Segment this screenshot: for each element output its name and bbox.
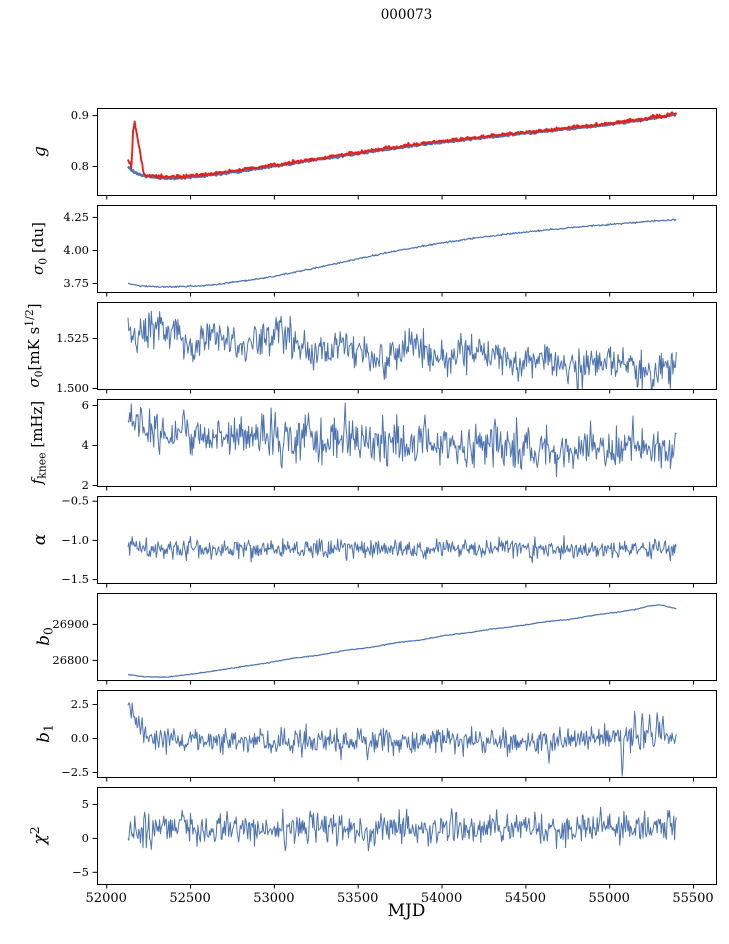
y-tick-label: 4.00: [63, 243, 89, 257]
y-axis-label-b0: b0: [34, 627, 56, 646]
axes-frame: [97, 108, 717, 196]
axes-frame: [97, 593, 717, 681]
y-tick-label: 3.75: [63, 276, 89, 290]
y-tick-label: 0.8: [71, 159, 89, 173]
y-tick-label: 26800: [52, 653, 89, 667]
subplot-sigma0-mks: 1.500 1.525 σ0[mK s1/2]: [23, 302, 717, 395]
axes-frame: [97, 302, 717, 390]
y-tick-label: 1.500: [56, 381, 89, 395]
x-tick-label: 54500: [505, 891, 546, 906]
series-sigma0-du: [127, 218, 677, 288]
x-tick-label: 55000: [589, 891, 630, 906]
axes-frame: [97, 787, 717, 885]
series-chi2: [127, 806, 677, 852]
y-tick-label: 2.5: [71, 697, 89, 711]
y-tick-label: 1.525: [56, 331, 89, 345]
x-tick-label: 54000: [421, 891, 462, 906]
y-axis-label-alpha: α: [30, 533, 50, 545]
y-tick-label: 2: [82, 478, 89, 492]
subplot-chi2: −5 0 5 52000 52500 53000 53500 54000 54500 55000 5…: [28, 787, 717, 906]
subplot-b1: −2.5 0.0 2.5 b1: [34, 690, 717, 782]
x-tick-label: 52500: [169, 891, 210, 906]
subplot-alpha: −1.5 −1.0 −0.5 α: [30, 494, 717, 588]
y-tick-label: −2.5: [61, 765, 89, 779]
y-tick-label: −5: [72, 865, 89, 879]
y-tick-label: −1.5: [61, 572, 89, 586]
subplot-fknee: 2 4 6 fknee [mHz]: [28, 398, 717, 492]
subplot-sigma0-du: 3.75 4.00 4.25 σ0 [du]: [29, 205, 717, 297]
y-tick-label: −1.0: [61, 533, 89, 547]
y-tick-label: 5: [82, 797, 89, 811]
y-tick-label: 0.9: [71, 108, 89, 122]
series-b0: [128, 604, 677, 678]
y-axis-label-g: g: [30, 146, 50, 157]
x-tick-label: 53500: [337, 891, 378, 906]
y-tick-label: 6: [82, 398, 89, 412]
axes-frame: [97, 399, 717, 487]
y-tick-label: −0.5: [61, 494, 89, 508]
y-axis-label-b1: b1: [34, 724, 56, 743]
series-b1: [127, 702, 677, 777]
y-tick-label: 4.25: [63, 210, 89, 224]
axes-frame: [97, 496, 717, 584]
figure-title: 000073: [380, 7, 433, 23]
series-fknee: [127, 402, 677, 478]
x-tick-label: 55500: [672, 891, 713, 906]
axes-frame: [97, 205, 717, 293]
y-tick-label: 26900: [52, 617, 89, 631]
y-tick-label: 4: [82, 438, 89, 452]
x-tick-label: 53000: [253, 891, 294, 906]
series-alpha: [127, 535, 677, 564]
y-tick-label: 0.0: [71, 731, 89, 745]
y-axis-label-sigma0-mks: σ0[mK s1/2]: [23, 303, 46, 387]
y-tick-label: 0: [82, 831, 89, 845]
x-axis-title: MJD: [387, 901, 426, 921]
y-axis-label-fknee: fknee [mHz]: [28, 401, 49, 486]
series-g-data-red: [127, 111, 678, 180]
axes-frame: [97, 690, 717, 778]
series-sigma0-mks: [127, 310, 677, 390]
y-axis-label-sigma0-du: σ0 [du]: [29, 222, 50, 275]
subplot-g: 0.8 0.9 g: [30, 108, 717, 200]
x-tick-label: 52000: [86, 891, 127, 906]
y-axis-label-chi2: χ2: [28, 826, 50, 845]
